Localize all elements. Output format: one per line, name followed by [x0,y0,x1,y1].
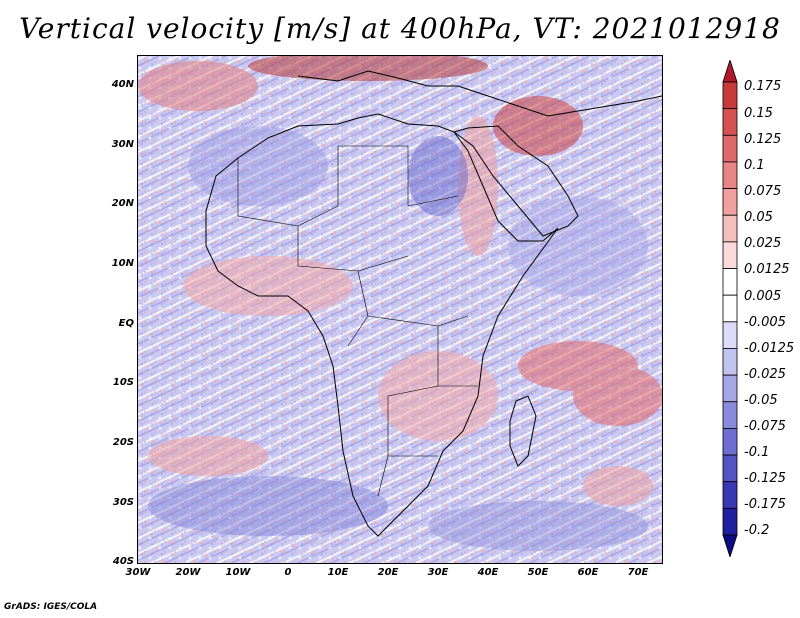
colorbar-label: -0.005 [744,315,786,330]
colorbar-label: -0.1 [744,445,770,460]
lon-label-60e: 60E [577,567,599,578]
colorbar-label: 0.1 [744,158,765,173]
colorbar-segment [722,268,738,296]
colorbar-segment [722,214,738,243]
lon-label-20w: 20W [175,567,201,578]
lon-label-10w: 10W [225,567,251,578]
lon-label-70e: 70E [627,567,649,578]
map-panel [137,55,663,564]
colorbar-label: -0.2 [744,523,770,538]
lat-label-20s: 20S [112,437,134,448]
colorbar-segment [722,348,738,376]
colorbar-segment [722,321,738,349]
lon-label-0: 0 [284,567,292,578]
colorbar-label: -0.075 [744,419,786,434]
colorbar-segment [722,374,738,403]
colorbar-label: 0.075 [744,184,782,199]
colorbar-segment [722,401,738,429]
colorbar-segment [722,481,738,509]
colorbar-label: 0.125 [744,132,782,147]
lat-label-eq: EQ [118,318,134,329]
colorbar-label: 0.15 [744,106,773,121]
colorbar-segment [722,134,738,163]
colorbar-label: 0.0125 [744,262,790,277]
colorbar-label: -0.05 [744,393,778,408]
colorbar-segment [722,294,738,323]
lat-label-30n: 30N [111,139,134,150]
lon-label-40e: 40E [477,567,499,578]
colorbar-segment [722,241,738,269]
colorbar-segment [722,454,738,483]
colorbar-segment [722,428,738,456]
colorbar-label: 0.175 [744,79,782,94]
colorbar-label: 0.005 [744,289,782,304]
colorbar-label: -0.125 [744,471,786,486]
colorbar-segment [722,507,738,536]
lat-label-10n: 10N [111,258,134,269]
lat-label-20n: 20N [111,198,134,209]
coastline [205,70,662,537]
colorbar-segment [722,108,738,136]
upward-motion-regions [138,56,662,506]
lon-label-50e: 50E [527,567,549,578]
lon-label-30w: 30W [125,567,151,578]
colorbar-top-arrow [722,60,738,83]
country-borders [237,145,478,497]
colorbar-label: -0.0125 [744,341,795,356]
lat-label-30s: 30S [112,497,134,508]
lon-label-20e: 20E [377,567,399,578]
colorbar-label: 0.05 [744,210,773,225]
downward-motion-regions [148,126,648,551]
lat-label-10s: 10S [112,377,134,388]
colorbar-bottom-arrow [722,534,738,557]
colorbar-segment [722,188,738,216]
lon-label-30e: 30E [427,567,449,578]
lat-label-40n: 40N [111,79,134,90]
credit-text: GrADS: IGES/COLA [4,602,98,612]
colorbar [722,60,738,557]
colorbar-label: -0.025 [744,367,786,382]
lat-label-40s: 40S [112,556,134,567]
colorbar-label: 0.025 [744,236,782,251]
colorbar-label: -0.175 [744,497,786,512]
chart-title: Vertical velocity [m/s] at 400hPa, VT: 2… [19,12,781,45]
colorbar-segment [722,161,738,189]
lon-label-10e: 10E [327,567,349,578]
colorbar-segment [722,81,738,110]
